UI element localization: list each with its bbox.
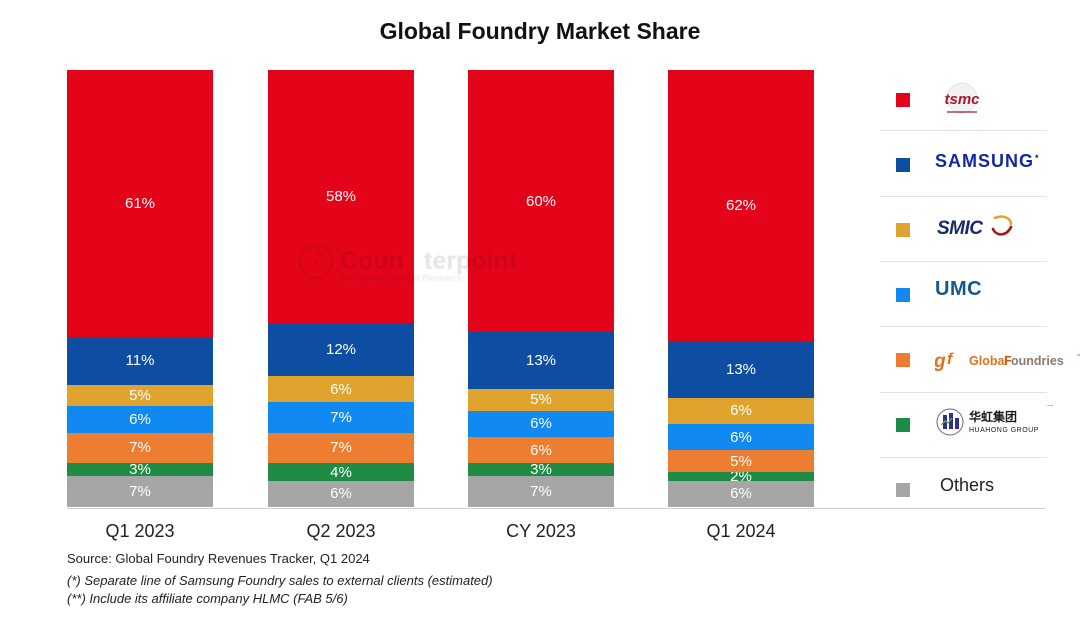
svg-text:™: ™ <box>1076 353 1080 360</box>
svg-text:**: ** <box>1047 405 1053 411</box>
svg-text:SMIC: SMIC <box>937 218 983 239</box>
svg-text:f: f <box>947 351 954 368</box>
svg-text:华虹集团: 华虹集团 <box>969 409 1017 424</box>
svg-text:tsmc: tsmc <box>944 91 980 108</box>
svg-text:oundries: oundries <box>1011 354 1064 368</box>
svg-text:g: g <box>935 351 946 372</box>
svg-text:HUAHONG GROUP: HUAHONG GROUP <box>969 427 1039 434</box>
svg-text:Global: Global <box>969 354 1008 368</box>
